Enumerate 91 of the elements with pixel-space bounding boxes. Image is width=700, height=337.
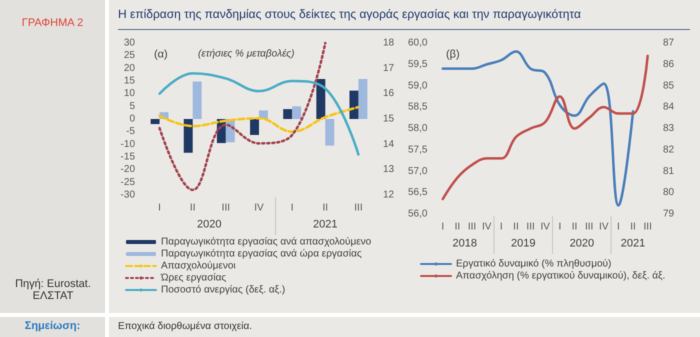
y2-tick-label: 79 bbox=[663, 208, 675, 220]
bar bbox=[292, 106, 302, 119]
y-tick-label: -15 bbox=[120, 152, 136, 162]
line-series bbox=[158, 106, 360, 133]
text: (α) bbox=[154, 48, 168, 60]
y-tick-label: 57,0 bbox=[408, 166, 428, 177]
bar bbox=[150, 119, 160, 124]
bar bbox=[250, 119, 259, 135]
line-series bbox=[158, 72, 360, 156]
y-tick-label: -20 bbox=[120, 164, 136, 176]
x-tick-label: IV bbox=[482, 222, 492, 232]
y-tick-label: -30 bbox=[120, 190, 136, 200]
y2-tick-label: 17 bbox=[383, 62, 395, 74]
x-tick-label: IV bbox=[254, 202, 264, 214]
x-tick-label: II bbox=[190, 202, 196, 214]
text: ΓΡΑΦΗΜΑ 2 bbox=[20, 17, 84, 29]
bar bbox=[358, 78, 368, 119]
text: Η επίδραση της πανδημίας στους δείκτες της αγοράς εργασίας και την παραγωγικότητα bbox=[118, 7, 581, 21]
x-tick-label: I bbox=[158, 202, 161, 214]
legend-label: Ποσοστό ανεργίας (δεξ. αξ.) bbox=[161, 284, 286, 296]
y-tick-label: 25 bbox=[124, 50, 136, 62]
y-tick-label: 0 bbox=[129, 114, 136, 124]
text: 2021 bbox=[620, 238, 646, 250]
y-tick-label: 20 bbox=[124, 62, 136, 74]
y-tick-label: 5 bbox=[129, 100, 136, 112]
x-tick-label: IV bbox=[599, 222, 609, 232]
y-tick-label: -25 bbox=[120, 176, 136, 188]
y2-tick-label: 16 bbox=[383, 88, 395, 100]
y-tick-label: 57,5 bbox=[408, 144, 428, 156]
y-tick-label: 30 bbox=[124, 38, 136, 48]
x-tick-label: I bbox=[558, 222, 562, 232]
y2-tick-label: 12 bbox=[383, 190, 395, 200]
y-tick-label: 59,5 bbox=[408, 58, 428, 70]
x-tick-label: II bbox=[572, 222, 578, 232]
legend-label: Παραγωγικότητα εργασίας ανά απασχολούμενο bbox=[161, 236, 372, 248]
text: Σημείωση: bbox=[24, 320, 82, 332]
y2-tick-label: 83 bbox=[663, 123, 675, 134]
y-tick-label: 56,5 bbox=[408, 187, 428, 198]
bar bbox=[283, 109, 292, 119]
y-tick-label: 60,0 bbox=[408, 38, 428, 48]
y-axis-title: (ετήσιες % μεταβολές) bbox=[198, 48, 294, 60]
y2-tick-label: 81 bbox=[663, 166, 675, 177]
x-tick-label: III bbox=[222, 202, 230, 214]
text: (β) bbox=[446, 48, 460, 60]
legend-label: Παραγωγικότητα εργασίας ανά ώρα εργασίας bbox=[161, 248, 362, 260]
x-tick-label: I bbox=[500, 222, 503, 232]
y-tick-label: 58,5 bbox=[408, 102, 428, 113]
x-tick-label: I bbox=[441, 222, 444, 232]
y2-tick-label: 84 bbox=[663, 102, 675, 113]
text: 2020 bbox=[570, 238, 594, 250]
bar bbox=[325, 119, 334, 146]
text: Πηγή: Eurostat. ΕΛΣΤΑΤ bbox=[14, 278, 92, 302]
y2-tick-label: 85 bbox=[663, 80, 675, 92]
y2-tick-label: 15 bbox=[383, 114, 395, 124]
legend-label: Εργατικό δυναμικό (% πληθυσμού) bbox=[456, 258, 612, 270]
x-tick-label: II bbox=[630, 222, 636, 232]
y2-tick-label: 86 bbox=[663, 58, 675, 70]
y-tick-label: 59,0 bbox=[408, 80, 428, 92]
x-tick-label: III bbox=[468, 222, 476, 232]
x-tick-label: II bbox=[513, 222, 519, 232]
x-tick-label: III bbox=[354, 202, 363, 214]
text: Εποχικά διορθωμένα στοιχεία. bbox=[118, 321, 252, 332]
legend-label: Απασχολούμενοι bbox=[161, 260, 236, 272]
x-tick-label: II bbox=[322, 202, 328, 214]
y-tick-label: 10 bbox=[124, 88, 136, 100]
x-tick-label: III bbox=[584, 222, 594, 232]
text: 2019 bbox=[511, 238, 536, 250]
y2-tick-label: 82 bbox=[663, 144, 675, 156]
x-tick-label: II bbox=[454, 222, 460, 232]
text: 2021 bbox=[313, 218, 338, 230]
text: 2018 bbox=[452, 238, 477, 250]
y-tick-label: -5 bbox=[126, 126, 136, 138]
y-tick-label: 58,0 bbox=[408, 123, 428, 134]
y2-tick-label: 13 bbox=[383, 164, 395, 176]
x-tick-label: IV bbox=[540, 222, 550, 232]
y2-tick-label: 87 bbox=[663, 38, 675, 48]
x-tick-label: III bbox=[644, 222, 652, 232]
y2-tick-label: 14 bbox=[383, 138, 395, 150]
x-tick-label: III bbox=[526, 222, 535, 232]
x-tick-label: I bbox=[290, 202, 294, 214]
y-tick-label: 56,0 bbox=[408, 208, 428, 220]
x-tick-label: I bbox=[617, 222, 620, 232]
bar bbox=[349, 90, 358, 119]
y-tick-label: 15 bbox=[124, 76, 136, 86]
y2-tick-label: 80 bbox=[663, 187, 675, 198]
bar bbox=[192, 82, 202, 119]
text: 2020 bbox=[197, 218, 222, 230]
y-tick-label: -10 bbox=[120, 138, 136, 150]
legend-label: Ώρες εργασίας bbox=[160, 272, 226, 284]
legend-label: Απασχόληση (% εργατικού δυναμικού), δεξ. άξ. bbox=[456, 270, 666, 282]
y2-tick-label: 18 bbox=[383, 38, 395, 48]
